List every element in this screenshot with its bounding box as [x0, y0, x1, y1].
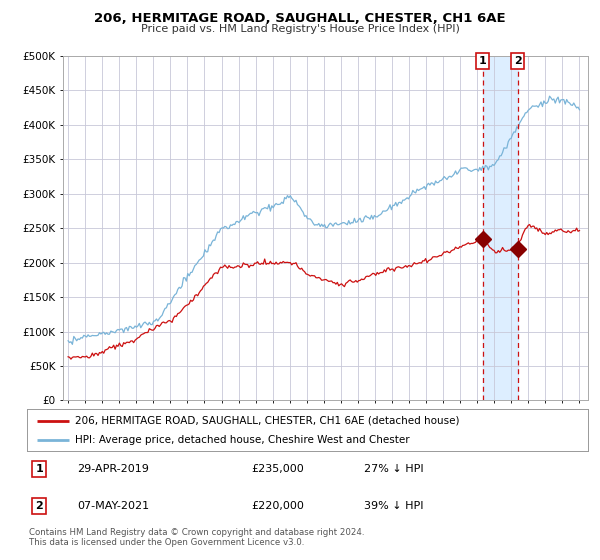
Text: £235,000: £235,000 — [251, 464, 304, 474]
Text: 07-MAY-2021: 07-MAY-2021 — [77, 501, 149, 511]
Text: 206, HERMITAGE ROAD, SAUGHALL, CHESTER, CH1 6AE: 206, HERMITAGE ROAD, SAUGHALL, CHESTER, … — [94, 12, 506, 25]
Text: HPI: Average price, detached house, Cheshire West and Chester: HPI: Average price, detached house, Ches… — [74, 435, 409, 445]
Text: 206, HERMITAGE ROAD, SAUGHALL, CHESTER, CH1 6AE (detached house): 206, HERMITAGE ROAD, SAUGHALL, CHESTER, … — [74, 416, 459, 426]
Text: Price paid vs. HM Land Registry's House Price Index (HPI): Price paid vs. HM Land Registry's House … — [140, 24, 460, 34]
Text: 39% ↓ HPI: 39% ↓ HPI — [364, 501, 423, 511]
Text: 2: 2 — [514, 56, 521, 66]
Text: 1: 1 — [35, 464, 43, 474]
Bar — [483, 56, 518, 400]
Text: £220,000: £220,000 — [251, 501, 304, 511]
Text: 27% ↓ HPI: 27% ↓ HPI — [364, 464, 423, 474]
Text: Contains HM Land Registry data © Crown copyright and database right 2024.
This d: Contains HM Land Registry data © Crown c… — [29, 528, 364, 547]
Text: 2: 2 — [35, 501, 43, 511]
Text: 29-APR-2019: 29-APR-2019 — [77, 464, 149, 474]
Text: 1: 1 — [479, 56, 487, 66]
